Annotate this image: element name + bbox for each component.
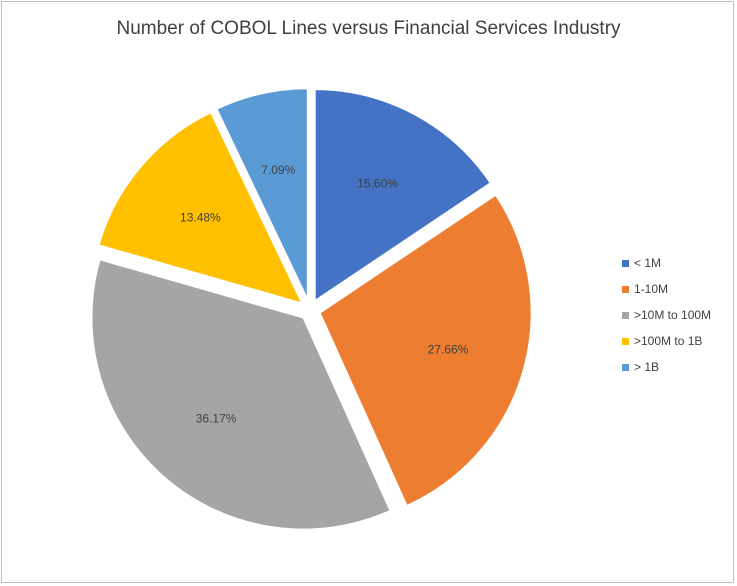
pie-slice-5 — [215, 87, 309, 301]
legend-item-2: 1-10M — [622, 276, 711, 302]
pie-slice-4 — [97, 110, 305, 306]
legend-label: > 1B — [634, 360, 660, 374]
legend-swatch — [622, 363, 629, 371]
legend: < 1M 1-10M >10M to 100M >100M to 1B > 1B — [622, 250, 711, 380]
slice-data-label-2: 27.66% — [428, 342, 469, 356]
legend-label: >10M to 100M — [634, 308, 712, 322]
pie-slice-3 — [90, 258, 392, 531]
slice-data-label-3: 36.17% — [196, 412, 237, 426]
pie-slice-2 — [318, 193, 533, 508]
slice-data-label-1: 15.60% — [357, 176, 398, 190]
legend-label: >100M to 1B — [634, 334, 703, 348]
slice-data-label-5: 7.09% — [261, 163, 295, 177]
legend-item-1: < 1M — [622, 250, 711, 276]
slice-data-label-4: 13.48% — [180, 210, 221, 224]
legend-swatch — [622, 337, 629, 345]
legend-item-3: >10M to 100M — [622, 302, 711, 328]
legend-label: < 1M — [634, 256, 662, 270]
legend-item-5: > 1B — [622, 354, 711, 380]
pie-slice-1 — [313, 88, 493, 304]
legend-swatch — [622, 259, 629, 267]
chart-title: Number of COBOL Lines versus Financial S… — [116, 18, 621, 39]
legend-label: 1-10M — [634, 282, 669, 296]
legend-item-4: >100M to 1B — [622, 328, 711, 354]
legend-swatch — [622, 285, 629, 293]
legend-swatch — [622, 311, 629, 319]
